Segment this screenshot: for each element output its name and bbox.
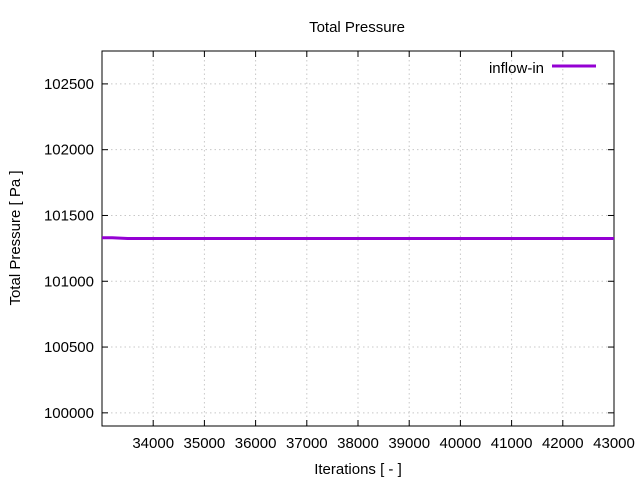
x-tick-label: 37000	[286, 435, 328, 452]
x-tick-label: 39000	[388, 435, 430, 452]
series-layer	[102, 236, 614, 240]
y-tick-label: 101500	[44, 207, 94, 224]
legend-label: inflow-in	[489, 60, 544, 77]
y-tick-label: 100000	[44, 405, 94, 422]
y-axis-label: Total Pressure [ Pa ]	[7, 170, 24, 305]
x-tick-label: 34000	[132, 435, 174, 452]
y-tick-label: 102500	[44, 76, 94, 93]
x-axis-label: Iterations [ - ]	[314, 461, 402, 478]
y-tick-label: 100500	[44, 339, 94, 356]
y-axis: 100000 100500 101000 101500 102000 102500	[44, 76, 614, 422]
x-tick-label: 36000	[235, 435, 277, 452]
x-tick-label: 40000	[440, 435, 482, 452]
x-axis: 34000 35000 36000 37000 38000 39000 40000 41000…	[132, 51, 635, 452]
y-tick-label: 102000	[44, 142, 94, 159]
x-tick-label: 38000	[337, 435, 379, 452]
legend: inflow-in	[489, 60, 596, 77]
y-tick-label: 101000	[44, 273, 94, 290]
series-line	[102, 236, 614, 240]
x-tick-label: 42000	[542, 435, 584, 452]
x-tick-label: 43000	[593, 435, 635, 452]
chart-title: Total Pressure	[309, 19, 405, 36]
x-tick-label: 41000	[491, 435, 533, 452]
x-tick-label: 35000	[184, 435, 226, 452]
